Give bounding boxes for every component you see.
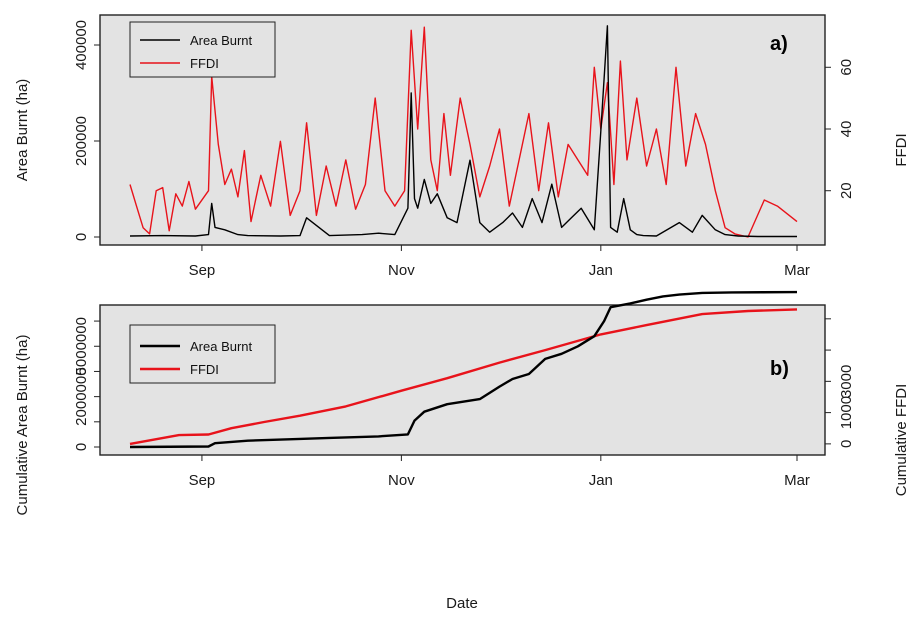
series-line-area-burnt: [129, 290, 798, 449]
y2-axis-a: 20 40 60: [825, 59, 855, 199]
panel-label-b: b): [770, 358, 789, 380]
series-lines-b: [129, 290, 798, 449]
x-axis-a: Sep Nov Jan Mar: [189, 245, 810, 279]
y-tick-label: 200000: [73, 116, 90, 166]
legend-label-ffdi-b: FFDI: [190, 362, 219, 377]
y-axis-label-a: Area Burnt (ha): [14, 79, 31, 182]
x-tick-label: Mar: [784, 262, 810, 279]
y-tick-label: 0: [73, 443, 90, 451]
y-axis-a: 0 200000 400000: [73, 20, 100, 241]
legend-box-b: [129, 324, 276, 384]
x-tick-label: Jan: [589, 472, 613, 489]
panel-b: b) Cumulative Area Burnt (ha) Cumulative…: [14, 290, 910, 612]
y-axis-label-b: Cumulative Area Burnt (ha): [14, 335, 31, 516]
y2-tick-label: 60: [838, 59, 855, 76]
x-axis-label: Date: [446, 595, 478, 612]
x-axis-b: Sep Nov Jan Mar: [189, 455, 810, 489]
series-line-ffdi: [129, 26, 798, 238]
x-tick-label: Mar: [784, 472, 810, 489]
y-tick-label: 0: [73, 233, 90, 241]
x-tick-label: Sep: [189, 262, 216, 279]
legend-label-area-burnt-b: Area Burnt: [190, 339, 253, 354]
series-line-ffdi: [129, 308, 798, 446]
x-tick-label: Sep: [189, 472, 216, 489]
series-lines-a: [129, 25, 798, 238]
x-tick-label: Nov: [388, 472, 415, 489]
y2-tick-label: 3000: [838, 365, 855, 398]
y-tick-label: 400000: [73, 20, 90, 70]
legend-b: Area Burnt FFDI: [129, 324, 276, 384]
y2-tick-label: 1000: [838, 396, 855, 429]
y2-axis-label-a: FFDI: [893, 133, 910, 166]
panel-a: a) Area Burnt (ha) FFDI 0 200000 400000 20…: [14, 14, 910, 279]
legend-label-ffdi-a: FFDI: [190, 56, 219, 71]
y2-tick-label: 0: [838, 440, 855, 448]
y2-tick-label: 20: [838, 182, 855, 199]
series-line-area-burnt: [129, 25, 797, 238]
legend-a: Area Burnt FFDI: [129, 21, 276, 78]
panel-label-a: a): [770, 33, 788, 55]
x-tick-label: Nov: [388, 262, 415, 279]
legend-label-area-burnt-a: Area Burnt: [190, 33, 253, 48]
x-tick-label: Jan: [589, 262, 613, 279]
y2-axis-label-b: Cumulative FFDI: [893, 384, 910, 497]
y2-tick-label: 40: [838, 121, 855, 138]
y-tick-label: 2000000: [73, 367, 90, 425]
legend-box-a: [129, 21, 276, 78]
y-tick-label: 5000000: [73, 317, 90, 375]
